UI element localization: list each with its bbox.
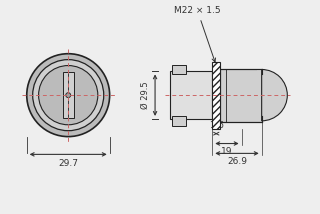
Bar — [172, 65, 186, 74]
Bar — [170, 71, 212, 119]
Text: M22 × 1.5: M22 × 1.5 — [174, 6, 221, 62]
Circle shape — [27, 54, 110, 137]
Circle shape — [66, 93, 71, 98]
Bar — [172, 116, 186, 126]
Circle shape — [33, 60, 104, 131]
Text: 26.9: 26.9 — [227, 157, 247, 166]
Wedge shape — [262, 70, 287, 121]
Bar — [212, 62, 220, 129]
Text: 19: 19 — [221, 147, 233, 156]
Circle shape — [39, 65, 98, 125]
Text: Ø 29.5: Ø 29.5 — [141, 81, 150, 109]
Text: 29.7: 29.7 — [58, 159, 78, 168]
Bar — [63, 73, 74, 118]
Bar — [257, 70, 262, 121]
Bar — [220, 68, 262, 122]
Text: 1–6: 1–6 — [209, 121, 224, 130]
